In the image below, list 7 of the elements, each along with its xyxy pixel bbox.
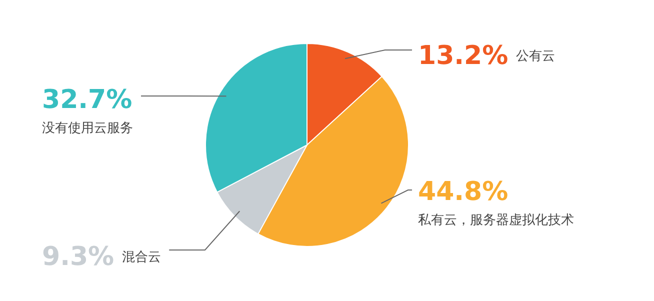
slice-label: 私有云，服务器虚拟化技术: [418, 213, 574, 228]
slice-label: 公有云: [516, 49, 556, 64]
data-label: 13.2%: [418, 41, 508, 71]
slice-label: 混合云: [122, 250, 162, 265]
slice-label: 没有使用云服务: [42, 121, 133, 136]
data-label: 44.8%: [418, 177, 508, 207]
data-label: 32.7%: [42, 85, 132, 115]
